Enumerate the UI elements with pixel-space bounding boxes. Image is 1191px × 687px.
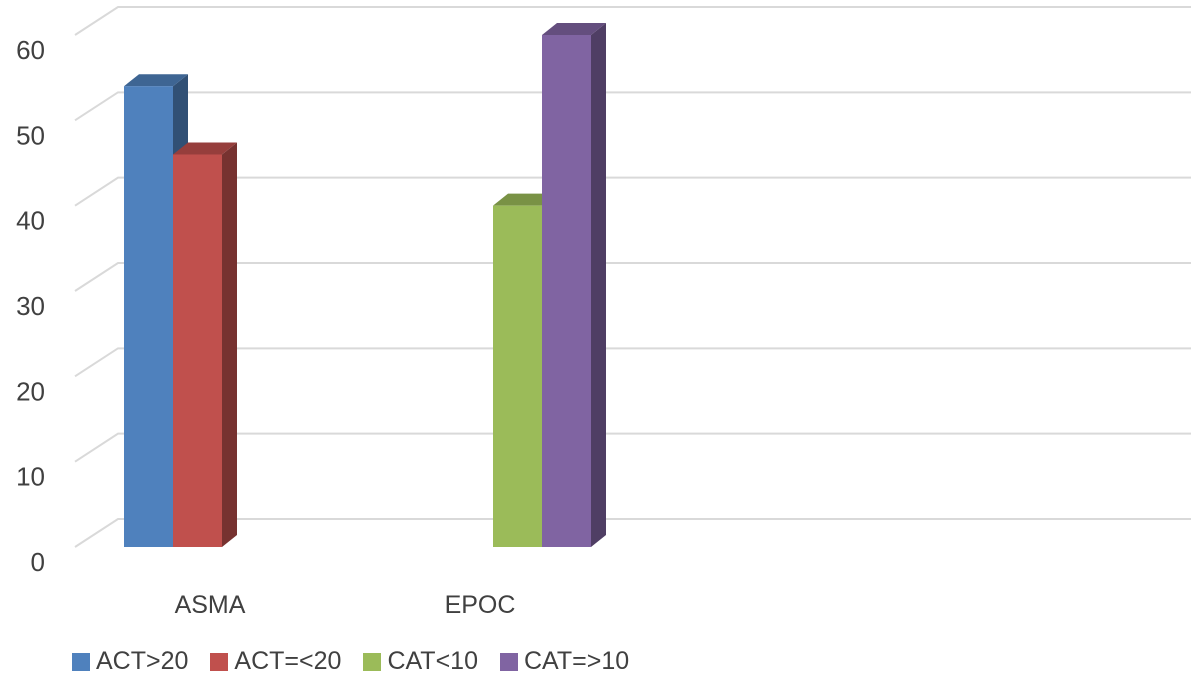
bar [542, 35, 591, 547]
legend-item: CAT<10 [363, 647, 478, 676]
gridline [74, 91, 1191, 122]
x-category-label: ASMA [175, 591, 246, 619]
bar-side [222, 142, 237, 547]
legend-label: CAT<10 [387, 647, 478, 675]
legend-item: ACT=<20 [210, 647, 341, 676]
legend-label: ACT>20 [96, 647, 189, 675]
legend: ACT>20 ACT=<20 CAT<10 CAT=>10 [72, 647, 651, 676]
bar-chart: 0 10 20 30 40 50 60 ASMA EPOC [16, 6, 1191, 619]
y-tick-label: 20 [16, 376, 45, 406]
x-category-label: EPOC [445, 591, 516, 619]
bar [173, 154, 222, 547]
y-tick-label: 60 [16, 35, 45, 65]
legend-item: CAT=>10 [500, 647, 629, 676]
gridline [74, 6, 1191, 36]
bar-side [591, 23, 606, 547]
y-tick-label: 40 [16, 206, 45, 236]
y-tick-label: 50 [16, 120, 45, 150]
legend-item: ACT>20 [72, 647, 188, 676]
legend-swatch [72, 652, 90, 671]
bar [493, 205, 542, 547]
gridline [74, 518, 1191, 548]
legend-swatch [500, 652, 518, 671]
gridline [74, 432, 1191, 463]
bar-top [542, 23, 606, 35]
legend-swatch [210, 652, 229, 671]
y-tick-label: 0 [31, 547, 45, 577]
legend-label: CAT=>10 [524, 647, 630, 675]
legend-swatch [363, 652, 382, 671]
legend-label: ACT=<20 [234, 647, 342, 675]
y-tick-label: 10 [16, 462, 45, 492]
bar-top [173, 142, 237, 155]
y-tick-label: 30 [16, 291, 45, 321]
bar-top [493, 193, 557, 206]
bar [124, 86, 173, 547]
gridline [74, 176, 1191, 207]
gridline [74, 347, 1191, 378]
bar-top [124, 74, 188, 87]
gridline [74, 262, 1191, 292]
